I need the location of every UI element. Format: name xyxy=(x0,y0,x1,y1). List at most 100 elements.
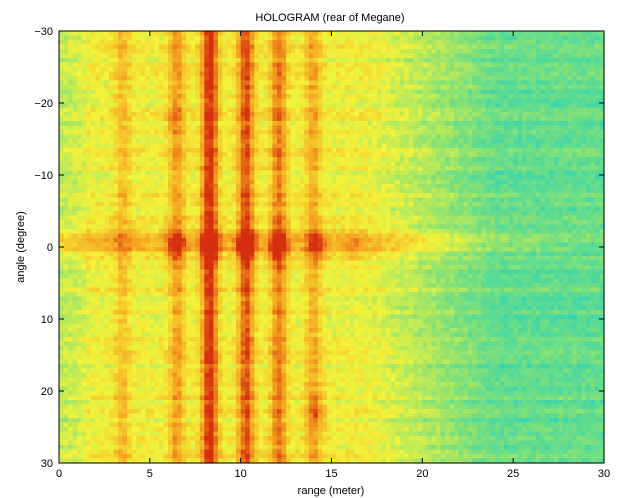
heatmap-cell xyxy=(99,134,106,140)
heatmap-cell xyxy=(563,31,569,37)
heatmap-cell xyxy=(404,143,410,149)
heatmap-cell xyxy=(381,152,387,158)
heatmap-cell xyxy=(435,31,442,37)
heatmap-cell xyxy=(258,121,264,127)
heatmap-cell xyxy=(422,40,428,46)
heatmap-cell xyxy=(131,44,137,50)
heatmap-cell xyxy=(158,161,165,167)
heatmap-cell xyxy=(108,179,115,185)
heatmap-cell xyxy=(463,116,469,122)
heatmap-cell xyxy=(127,139,133,145)
heatmap-cell xyxy=(386,40,392,46)
heatmap-cell xyxy=(517,157,523,163)
heatmap-cell xyxy=(90,44,96,50)
heatmap-cell xyxy=(358,148,364,154)
heatmap-cell xyxy=(531,166,537,172)
heatmap-cell xyxy=(508,67,514,73)
heatmap-cell xyxy=(217,188,224,194)
heatmap-cell xyxy=(240,85,246,91)
heatmap-cell xyxy=(99,107,106,113)
heatmap-cell xyxy=(190,206,196,212)
heatmap-cell xyxy=(172,206,178,212)
heatmap-cell xyxy=(317,179,324,185)
heatmap-cell xyxy=(522,49,528,55)
heatmap-cell xyxy=(227,143,233,149)
heatmap-cell xyxy=(390,121,396,127)
heatmap-cell xyxy=(313,152,319,158)
heatmap-cell xyxy=(467,31,473,37)
heatmap-cell xyxy=(177,179,183,185)
heatmap-cell xyxy=(313,44,319,50)
heatmap-cell xyxy=(531,94,537,100)
heatmap-cell xyxy=(563,71,569,77)
heatmap-cell xyxy=(108,67,115,73)
heatmap-cell xyxy=(490,85,496,91)
heatmap-cell xyxy=(118,143,124,149)
heatmap-cell xyxy=(249,62,255,68)
heatmap-cell xyxy=(240,62,246,68)
heatmap-cell xyxy=(186,98,192,104)
heatmap-cell xyxy=(277,62,283,68)
heatmap-cell xyxy=(181,67,187,73)
heatmap-cell xyxy=(476,116,482,122)
heatmap-cell xyxy=(308,197,314,203)
heatmap-cell xyxy=(576,197,582,203)
heatmap-cell xyxy=(476,58,482,64)
heatmap-cell xyxy=(308,143,314,149)
heatmap-cell xyxy=(540,143,546,149)
heatmap-cell xyxy=(426,211,433,217)
heatmap-cell xyxy=(149,179,155,185)
heatmap-cell xyxy=(445,116,451,122)
heatmap-cell xyxy=(304,121,310,127)
heatmap-cell xyxy=(149,121,155,127)
heatmap-cell xyxy=(517,139,523,145)
heatmap-cell xyxy=(554,148,560,154)
heatmap-cell xyxy=(136,53,142,59)
heatmap-cell xyxy=(77,139,83,145)
heatmap-cell xyxy=(358,89,364,95)
heatmap-cell xyxy=(367,53,373,59)
heatmap-cell xyxy=(245,152,251,158)
heatmap-cell xyxy=(136,166,142,172)
heatmap-cell xyxy=(168,116,174,122)
heatmap-cell xyxy=(554,121,560,127)
heatmap-cell xyxy=(322,215,328,221)
heatmap-cell xyxy=(108,139,115,145)
heatmap-cell xyxy=(390,103,396,109)
heatmap-cell xyxy=(585,206,591,212)
heatmap-cell xyxy=(395,76,401,82)
heatmap-cell xyxy=(331,103,337,109)
heatmap-cell xyxy=(140,67,146,73)
heatmap-cell xyxy=(413,58,419,64)
heatmap-cell xyxy=(177,94,183,100)
heatmap-cell xyxy=(63,112,69,118)
heatmap-cell xyxy=(277,166,283,172)
heatmap-cell xyxy=(208,116,215,122)
heatmap-cell xyxy=(295,112,301,118)
heatmap-cell xyxy=(554,107,560,113)
heatmap-cell xyxy=(286,85,292,91)
heatmap-cell xyxy=(158,139,165,145)
heatmap-cell xyxy=(408,94,414,100)
heatmap-cell xyxy=(104,179,110,185)
heatmap-cell xyxy=(463,31,469,37)
heatmap-cell xyxy=(558,112,564,118)
heatmap-cell xyxy=(422,44,428,50)
heatmap-cell xyxy=(272,175,278,181)
heatmap-cell xyxy=(476,107,482,113)
heatmap-cell xyxy=(345,121,351,127)
heatmap-cell xyxy=(313,103,319,109)
heatmap-cell xyxy=(263,161,269,167)
heatmap-cell xyxy=(326,125,333,131)
heatmap-cell xyxy=(277,116,283,122)
heatmap-cell xyxy=(245,53,251,59)
heatmap-cell xyxy=(195,103,201,109)
heatmap-cell xyxy=(381,179,387,185)
heatmap-cell xyxy=(367,94,373,100)
heatmap-cell xyxy=(222,211,228,217)
heatmap-cell xyxy=(431,130,437,136)
heatmap-cell xyxy=(254,166,260,172)
heatmap-cell xyxy=(458,107,464,113)
heatmap-cell xyxy=(86,80,92,86)
heatmap-cell xyxy=(426,161,433,167)
